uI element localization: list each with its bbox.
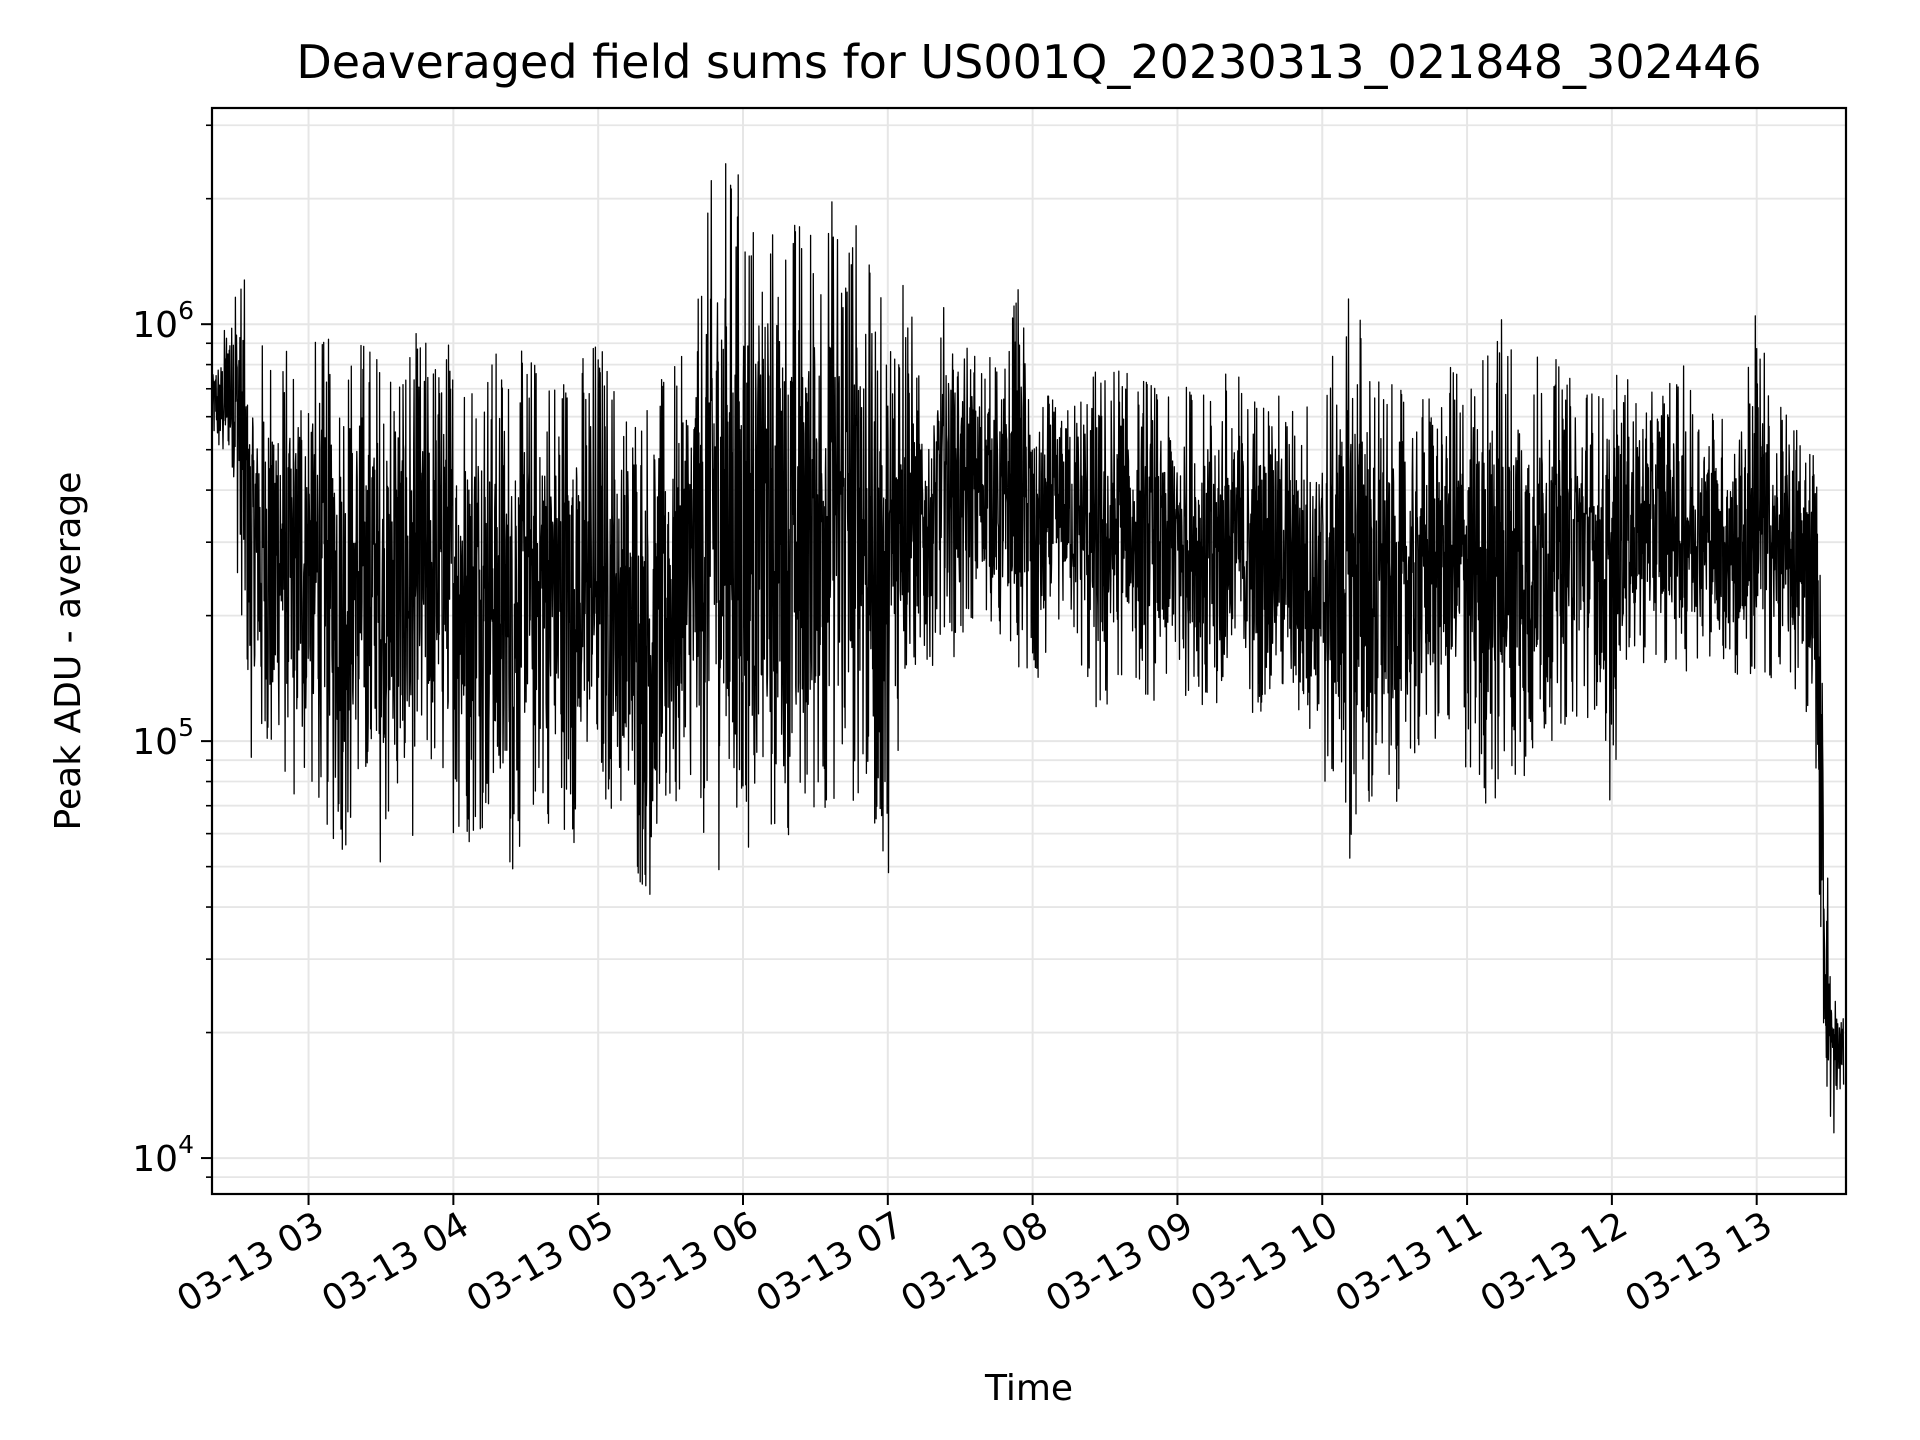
y-tick-label: 104	[132, 1130, 194, 1180]
plot-frame	[210, 106, 1848, 1196]
y-axis: 104 105 106	[132, 124, 212, 1180]
y-tick-label: 105	[132, 713, 194, 763]
y-tick-label: 106	[132, 296, 194, 346]
data-series	[211, 163, 1845, 1134]
x-axis-label: Time	[984, 1368, 1073, 1409]
series-line	[211, 163, 1845, 1134]
y-axis-label: Peak ADU - average	[48, 472, 89, 831]
chart-title: Deaveraged field sums for US001Q_2023031…	[296, 35, 1761, 89]
